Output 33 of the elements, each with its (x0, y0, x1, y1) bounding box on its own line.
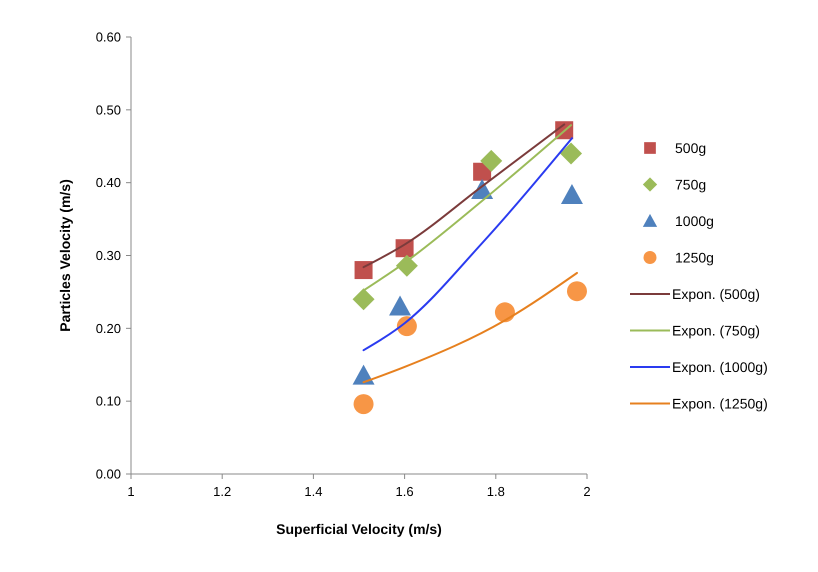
y-tick-label: 0.00 (96, 466, 121, 482)
legend-label: 1250g (675, 249, 714, 266)
legend-label: Expon. (1250g) (672, 395, 768, 412)
x-axis-title: Superficial Velocity (m/s) (276, 521, 442, 537)
x-tick-label: 1.4 (304, 484, 322, 499)
point (560, 142, 582, 165)
point (354, 261, 373, 280)
legend-label: Expon. (500g) (672, 286, 760, 302)
y-tick-label: 0.40 (96, 175, 121, 190)
x-tick-label: 1.6 (396, 484, 414, 499)
legend-label: 750g (675, 176, 706, 192)
y-tick-label: 0.50 (96, 102, 121, 118)
point (389, 295, 412, 316)
x-tick-label: 1.8 (486, 484, 505, 499)
point (494, 302, 515, 322)
legend-label: 1000g (675, 212, 714, 229)
y-tick-label: 0.60 (96, 30, 121, 45)
y-tick-label: 0.20 (96, 320, 121, 336)
legend-label: Expon. (750g) (672, 322, 760, 338)
legend-label: Expon. (1000g) (672, 358, 768, 375)
legend-label: 500g (675, 140, 706, 156)
x-tick-label: 2 (583, 484, 591, 499)
point (560, 184, 583, 204)
y-axis-title: Particles Velocity (m/s) (57, 179, 73, 332)
x-tick-label: 1 (127, 484, 135, 499)
y-tick-label: 0.30 (96, 248, 121, 264)
point (566, 281, 587, 302)
point (354, 394, 374, 414)
point (352, 288, 375, 310)
point (480, 150, 502, 172)
x-tick-label: 1.2 (213, 484, 232, 499)
point (352, 364, 375, 385)
y-tick-label: 0.10 (96, 394, 121, 409)
